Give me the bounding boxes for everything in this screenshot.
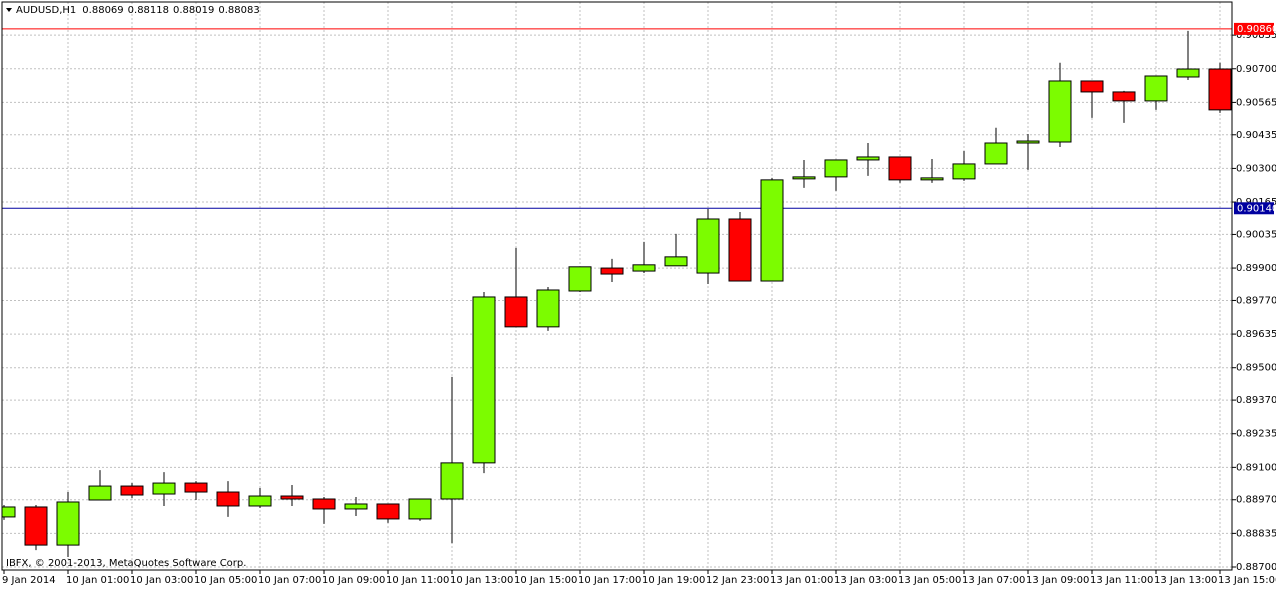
y-tick-label: 0.89235 <box>1236 429 1276 440</box>
candle-body <box>728 218 752 282</box>
y-tick-label: 0.89770 <box>1236 295 1276 306</box>
candle-body <box>760 179 784 282</box>
copyright: IBFX, © 2001-2013, MetaQuotes Software C… <box>6 558 246 569</box>
candle-body <box>344 503 368 510</box>
y-tick-label: 0.89900 <box>1236 263 1276 274</box>
x-tick-label: 10 Jan 07:00 <box>258 575 321 586</box>
menu-arrow <box>6 8 12 12</box>
level-tag <box>1234 22 1274 35</box>
x-tick-label: 10 Jan 05:00 <box>194 575 257 586</box>
candle-body <box>1048 80 1072 143</box>
x-tick-label: 10 Jan 03:00 <box>130 575 193 586</box>
x-tick-label: 10 Jan 17:00 <box>578 575 641 586</box>
candle-body <box>568 266 592 292</box>
candle-body <box>376 503 400 520</box>
level-tag <box>1234 202 1274 215</box>
candle-body <box>216 491 240 507</box>
header-value: 0.88069 <box>82 5 123 16</box>
x-tick-label: 13 Jan 05:00 <box>898 575 961 586</box>
candle-body <box>600 267 624 275</box>
symbol: AUDUSD,H1 <box>16 5 76 16</box>
candle-body <box>824 159 848 178</box>
x-tick-label: 13 Jan 01:00 <box>770 575 833 586</box>
candle-body <box>664 256 688 267</box>
candle-body <box>984 142 1008 165</box>
x-tick-label: 9 Jan 2014 <box>2 575 56 586</box>
y-tick-label: 0.89370 <box>1236 395 1276 406</box>
candle-body <box>632 264 656 272</box>
x-tick-label: 10 Jan 13:00 <box>450 575 513 586</box>
candle-body <box>184 482 208 493</box>
candle-body <box>440 462 464 500</box>
candle-body <box>312 498 336 510</box>
candle-body <box>120 485 144 496</box>
levels <box>2 28 1232 209</box>
candle-body <box>1016 140 1040 144</box>
y-tick-label: 0.90835 <box>1236 30 1276 41</box>
x-tick-label: 13 Jan 11:00 <box>1090 575 1153 586</box>
candle-body <box>152 482 176 495</box>
y-tick-label: 0.90700 <box>1236 64 1276 75</box>
x-tick-label: 13 Jan 03:00 <box>834 575 897 586</box>
x-tick-label: 13 Jan 15:00 <box>1218 575 1276 586</box>
x-tick-label: 10 Jan 09:00 <box>322 575 385 586</box>
x-tick-label: 10 Jan 15:00 <box>514 575 577 586</box>
candle-body <box>504 296 528 328</box>
candle-body <box>888 156 912 181</box>
candle-body <box>1144 75 1168 102</box>
x-tick-label: 10 Jan 11:00 <box>386 575 449 586</box>
y-tick-label: 0.88835 <box>1236 528 1276 539</box>
x-tick-label: 10 Jan 01:00 <box>66 575 129 586</box>
y-tick-label: 0.89500 <box>1236 363 1276 374</box>
candle-body <box>472 296 496 464</box>
candle-body <box>248 495 272 507</box>
candle-body <box>792 176 816 180</box>
candle-body <box>408 498 432 520</box>
candle-body <box>856 156 880 161</box>
candle-body <box>696 218 720 274</box>
y-tick-label: 0.89100 <box>1236 462 1276 473</box>
x-tick-label: 12 Jan 23:00 <box>706 575 769 586</box>
candle-body <box>1176 68 1200 78</box>
grid <box>2 2 1232 570</box>
candle-body <box>536 289 560 328</box>
y-tick-label: 0.90300 <box>1236 163 1276 174</box>
candle-body <box>24 506 48 546</box>
candle-body <box>280 495 304 500</box>
candle-body <box>2 506 16 518</box>
level-label: 0.90860 <box>1237 24 1276 35</box>
candle-body <box>1112 91 1136 102</box>
x-tick-label: 13 Jan 07:00 <box>962 575 1025 586</box>
x-tick-label: 13 Jan 09:00 <box>1026 575 1089 586</box>
plot-frame <box>1 1 1233 571</box>
candle-body <box>56 501 80 546</box>
header-value: 0.88083 <box>218 5 259 16</box>
y-tick-label: 0.88970 <box>1236 495 1276 506</box>
candle-body <box>1208 68 1232 111</box>
candle-body <box>1080 80 1104 93</box>
y-tick-label: 0.90565 <box>1236 97 1276 108</box>
y-tick-label: 0.90435 <box>1236 130 1276 141</box>
y-tick-label: 0.90035 <box>1236 229 1276 240</box>
level-label: 0.90140 <box>1237 203 1276 214</box>
header-value: 0.88118 <box>128 5 169 16</box>
y-tick-label: 0.88700 <box>1236 562 1276 573</box>
candle-body <box>920 177 944 181</box>
candle-body <box>88 485 112 501</box>
header-value: 0.88019 <box>173 5 214 16</box>
x-tick-label: 10 Jan 19:00 <box>642 575 705 586</box>
y-tick-label: 0.89635 <box>1236 329 1276 340</box>
candles <box>2 30 1232 558</box>
chart-header: AUDUSD,H1 0.88069 0.88118 0.88019 0.88083 <box>16 5 260 16</box>
candle-body <box>952 163 976 180</box>
x-tick-label: 13 Jan 13:00 <box>1154 575 1217 586</box>
